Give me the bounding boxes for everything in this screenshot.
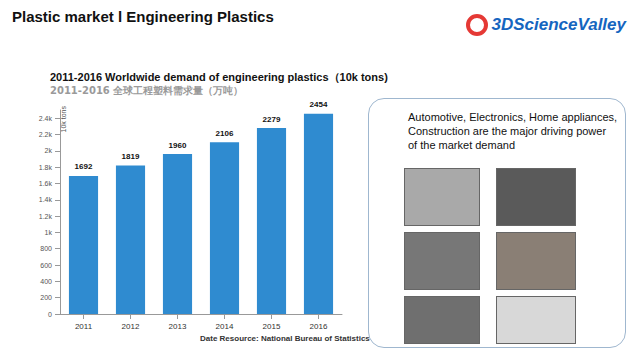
svg-text:2014: 2014	[216, 322, 234, 331]
svg-text:1960: 1960	[169, 141, 187, 150]
svg-text:2015: 2015	[263, 322, 281, 331]
html-text:Date Resource: National Bureau: Date Resource: National Bureau of Statis…	[200, 334, 370, 343]
svg-text:1819: 1819	[122, 152, 140, 161]
svg-text:0: 0	[48, 311, 52, 318]
svg-text:1k: 1k	[45, 229, 53, 236]
svg-text:1.2k: 1.2k	[39, 213, 53, 220]
html-text:Plastic market l Engineering P: Plastic market l Engineering Plastics	[12, 8, 274, 25]
svg-text:1692: 1692	[75, 162, 93, 171]
svg-text:200: 200	[40, 294, 52, 301]
svg-text:2013: 2013	[169, 322, 187, 331]
svg-text:2454: 2454	[310, 100, 328, 109]
html-text:2011-2016 Worldwide demand of: 2011-2016 Worldwide demand of engineerin…	[50, 71, 388, 83]
html-text:2011-2016 全球工程塑料需求量（万吨）: 2011-2016 全球工程塑料需求量（万吨）	[50, 85, 244, 96]
svg-text:1.4k: 1.4k	[39, 196, 53, 203]
svg-text:1.6k: 1.6k	[39, 180, 53, 187]
svg-text:2.4k: 2.4k	[39, 115, 53, 122]
svg-text:1.8k: 1.8k	[39, 164, 53, 171]
svg-text:2011: 2011	[75, 322, 93, 331]
html-text:Automotive, Electronics, Home: Automotive, Electronics, Home appliances…	[408, 111, 618, 151]
svg-text:800: 800	[40, 245, 52, 252]
svg-text:2279: 2279	[263, 115, 281, 124]
svg-text:2.2k: 2.2k	[39, 131, 53, 138]
html-text:3DScienceValley: 3DScienceValley	[491, 15, 626, 34]
svg-text:600: 600	[40, 262, 52, 269]
svg-text:2016: 2016	[310, 322, 328, 331]
svg-text:400: 400	[40, 278, 52, 285]
svg-text:2k: 2k	[45, 147, 53, 154]
svg-text:2012: 2012	[122, 322, 140, 331]
svg-text:2106: 2106	[216, 129, 234, 138]
svg-text:10k tons: 10k tons	[60, 106, 67, 133]
